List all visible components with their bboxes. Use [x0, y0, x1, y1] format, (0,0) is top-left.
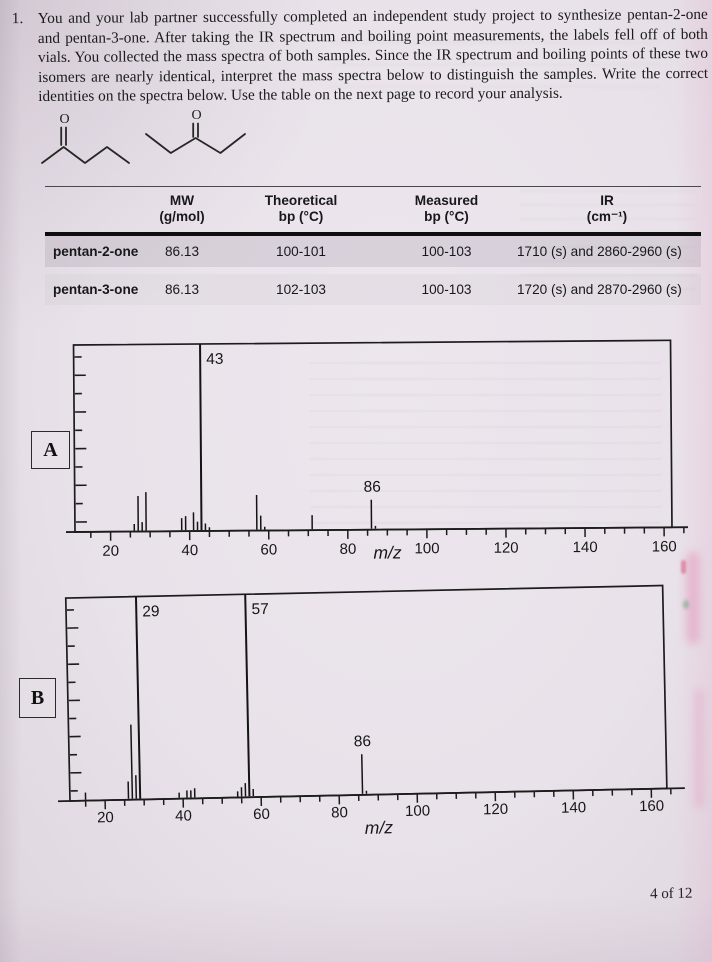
x-tick-label: 40 [175, 807, 192, 824]
mw-value: 86.13 [164, 282, 200, 297]
carbonyl-oxygen-label: O [60, 112, 70, 127]
question-1: 1. You and your lab partner successfully… [12, 5, 709, 107]
pentan-3-one-structure: O [145, 108, 246, 154]
x-tick-label: 20 [102, 543, 119, 560]
spectrum-a-box-label: A [31, 431, 70, 469]
peak-mz-86 [360, 754, 364, 794]
x-tick-label: 160 [639, 798, 664, 816]
compound-name: pentan-3-one [53, 282, 139, 297]
peak-label-86: 86 [354, 733, 372, 750]
theoretical-bp-value: 100-101 [276, 244, 326, 259]
x-axis [65, 526, 688, 533]
carbon-chain [41, 146, 130, 164]
x-tick-label: 100 [405, 802, 430, 820]
question-number: 1. [11, 10, 24, 28]
mass-spectrum-a: 20 40 60 80 100 120 140 160 m/z 43 86 [58, 333, 708, 570]
compound-name: pentan-2-one [53, 244, 139, 259]
mass-spectrum-b-plot: 20 40 60 80 100 120 140 160 m/z 29 57 86 [57, 584, 685, 838]
peak-mz-29 [134, 596, 142, 799]
header-mw: MW (g/mol) [159, 193, 205, 224]
header-measured-bp: Measured bp (°C) [414, 193, 479, 224]
measured-bp-value: 100-103 [421, 244, 472, 259]
carbonyl-oxygen-label: O [192, 108, 202, 123]
table-header-row: MW (g/mol) Theoretical bp (°C) Measured … [45, 187, 701, 236]
peak-label-57: 57 [251, 601, 269, 618]
plot-frame [72, 339, 673, 533]
x-tick-label: 60 [260, 541, 277, 558]
peak-mz-27 [130, 724, 134, 799]
table-row-pentan-2-one: pentan-2-one 86.13 100-101 100-103 1710 … [45, 236, 701, 267]
mw-value: 86.13 [164, 244, 200, 259]
x-tick-label: 100 [414, 540, 439, 557]
measured-bp-value: 100-103 [421, 282, 472, 297]
carbon-chain [145, 133, 246, 154]
x-tick-label: 120 [483, 801, 508, 819]
x-tick-label: 140 [561, 799, 586, 817]
x-tick-label: 40 [181, 542, 198, 559]
x-tick-label: 20 [97, 809, 114, 826]
peak-mz-57 [244, 594, 251, 797]
peak-label-43: 43 [206, 351, 223, 368]
x-tick-label: 140 [573, 539, 598, 556]
header-ir: IR (cm⁻¹) [586, 193, 628, 224]
ir-value: 1720 (s) and 2870-2960 (s) [517, 282, 682, 297]
peak-label-86: 86 [363, 479, 380, 496]
x-axis [57, 787, 685, 803]
ir-value: 1710 (s) and 2860-2960 (s) [517, 244, 682, 259]
structures-figure: O O [36, 106, 296, 178]
x-tick-label: 80 [340, 541, 357, 558]
x-tick-label: 80 [331, 804, 348, 821]
spectrum-b-box-label: B [19, 678, 56, 718]
pentan-2-one-structure: O [41, 112, 130, 164]
mass-spectrum-a-plot: 20 40 60 80 100 120 140 160 m/z 43 86 [65, 339, 688, 563]
properties-table: MW (g/mol) Theoretical bp (°C) Measured … [45, 186, 701, 305]
x-tick-label: 160 [652, 538, 677, 555]
question-text: You and your lab partner successfully co… [37, 5, 709, 106]
peak-label-29: 29 [142, 603, 160, 620]
header-theoretical-bp: Theoretical bp (°C) [264, 193, 338, 224]
row-separator [45, 267, 701, 274]
table-row-pentan-3-one: pentan-3-one 86.13 102-103 100-103 1720 … [45, 274, 701, 305]
peak-mz-43 [199, 344, 203, 531]
x-axis-title: m/z [365, 817, 394, 838]
x-tick-label: 120 [494, 540, 519, 557]
theoretical-bp-value: 102-103 [276, 282, 326, 297]
x-axis-title: m/z [373, 542, 402, 562]
page-number: 4 of 12 [649, 885, 693, 903]
x-tick-label: 60 [253, 806, 270, 823]
mass-spectrum-b: 20 40 60 80 100 120 140 160 m/z 29 57 86 [43, 570, 712, 842]
